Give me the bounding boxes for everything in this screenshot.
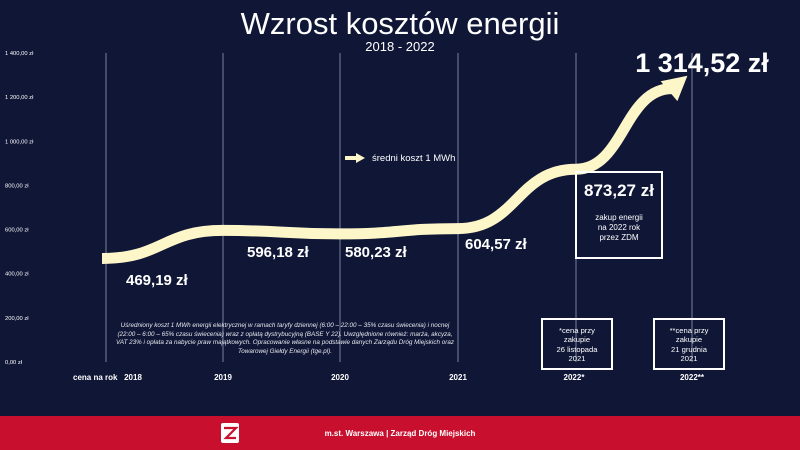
note-b-line-2: zakupie	[675, 335, 703, 345]
series-line	[101, 83, 673, 264]
y-tick-label: 1 200,00 zł	[5, 95, 34, 101]
note-box-2022-star: *cena przy zakupie 26 listopada 2021	[541, 318, 613, 370]
note-box-2022-double-star: **cena przy zakupie 21 grudnia 2021	[653, 318, 725, 370]
note-a-line-3: 26 listopada	[556, 344, 598, 354]
y-tick-label: 0,00 zł	[5, 360, 23, 366]
box-main-line-3: przez ZDM	[599, 233, 639, 242]
x-axis-prefix-label: cena na rok	[73, 373, 118, 382]
legend-label: średni koszt 1 MWh	[372, 152, 456, 164]
chart-subtitle: 2018 - 2022	[365, 39, 435, 54]
x-tick-label: 2021	[449, 373, 467, 382]
x-tick-label: 2022*	[564, 373, 586, 382]
y-tick-label: 200,00 zł	[5, 316, 29, 322]
chart-title: Wzrost kosztów energii	[240, 6, 560, 41]
footer-bar: m.st. Warszawa | Zarząd Dróg Miejskich	[0, 416, 800, 450]
note-a-line-1: *cena przy	[559, 326, 595, 335]
box-main-line-1: zakup energii	[595, 213, 643, 222]
note-b-line-1: **cena przy	[669, 326, 709, 335]
note-b-line-4: 2021	[680, 354, 698, 364]
legend-arrow-icon	[345, 153, 365, 163]
zdm-logo-icon	[221, 423, 239, 443]
price-2022-box: 873,27 zł zakup energii na 2022 rok prze…	[575, 171, 663, 259]
data-label: 1 314,52 zł	[635, 48, 769, 78]
data-label: 469,19 zł	[126, 272, 189, 289]
footer-text: m.st. Warszawa | Zarząd Dróg Miejskich	[324, 429, 476, 438]
y-tick-label: 600,00 zł	[5, 228, 29, 234]
y-tick-label: 400,00 zł	[5, 272, 29, 278]
x-tick-label: 2020	[331, 373, 349, 382]
y-tick-label: 800,00 zł	[5, 183, 29, 189]
series-arrowhead	[660, 75, 688, 102]
x-tick-label: 2019	[214, 373, 232, 382]
box-main-line-2: na 2022 rok	[597, 223, 641, 232]
x-tick-label: 2022**	[680, 373, 705, 382]
legend: średni koszt 1 MWh	[344, 152, 455, 164]
y-tick-label: 1 400,00 zł	[5, 51, 34, 57]
data-label: 596,18 zł	[247, 244, 310, 261]
x-tick-label: 2018	[124, 373, 142, 382]
data-label: 580,23 zł	[345, 244, 408, 261]
line-chart: 0,00 zł 200,00 zł 400,00 zł 600,00 zł 800,00…	[5, 48, 769, 382]
data-label-2022-star: 873,27 zł	[584, 181, 654, 200]
note-a-line-2: zakupie	[563, 335, 591, 345]
note-b-line-3: 21 grudnia	[671, 344, 707, 354]
note-a-line-4: 2021	[568, 354, 586, 364]
footnote: Uśredniony koszt 1 MWh energii elektrycz…	[116, 322, 454, 355]
y-tick-label: 1 000,00 zł	[5, 139, 34, 145]
data-label: 604,57 zł	[465, 236, 528, 253]
